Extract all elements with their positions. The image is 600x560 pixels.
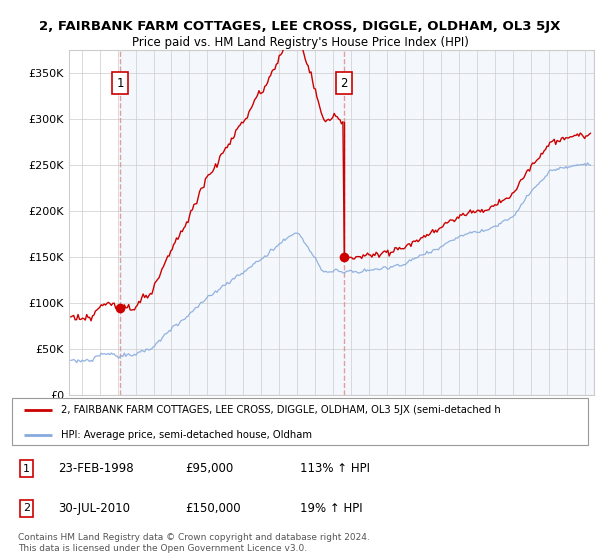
Text: 2: 2 bbox=[340, 77, 347, 90]
Text: 23-FEB-1998: 23-FEB-1998 bbox=[58, 462, 134, 475]
FancyBboxPatch shape bbox=[12, 398, 588, 445]
Bar bbox=[120, 50, 594, 395]
Text: £95,000: £95,000 bbox=[185, 462, 233, 475]
Text: 2: 2 bbox=[23, 503, 30, 514]
Text: 30-JUL-2010: 30-JUL-2010 bbox=[58, 502, 130, 515]
Text: HPI: Average price, semi-detached house, Oldham: HPI: Average price, semi-detached house,… bbox=[61, 430, 312, 440]
Text: 1: 1 bbox=[116, 77, 124, 90]
Text: 113% ↑ HPI: 113% ↑ HPI bbox=[300, 462, 370, 475]
Text: Contains HM Land Registry data © Crown copyright and database right 2024.
This d: Contains HM Land Registry data © Crown c… bbox=[18, 533, 370, 553]
Text: £150,000: £150,000 bbox=[185, 502, 241, 515]
Text: Price paid vs. HM Land Registry's House Price Index (HPI): Price paid vs. HM Land Registry's House … bbox=[131, 36, 469, 49]
Text: 2, FAIRBANK FARM COTTAGES, LEE CROSS, DIGGLE, OLDHAM, OL3 5JX: 2, FAIRBANK FARM COTTAGES, LEE CROSS, DI… bbox=[40, 20, 560, 33]
Text: 2, FAIRBANK FARM COTTAGES, LEE CROSS, DIGGLE, OLDHAM, OL3 5JX (semi-detached h: 2, FAIRBANK FARM COTTAGES, LEE CROSS, DI… bbox=[61, 405, 501, 416]
Text: 1: 1 bbox=[23, 464, 30, 474]
Text: 19% ↑ HPI: 19% ↑ HPI bbox=[300, 502, 362, 515]
